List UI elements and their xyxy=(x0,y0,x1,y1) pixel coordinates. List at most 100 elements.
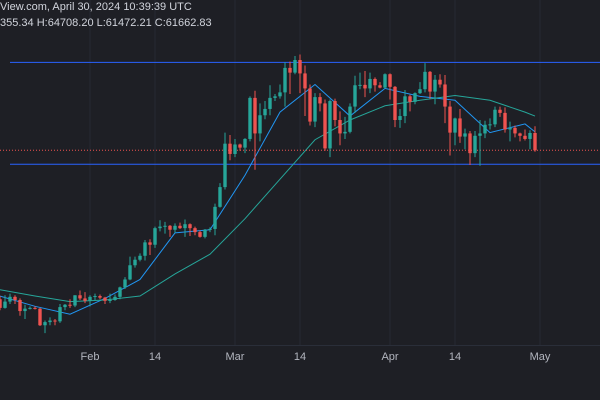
candle-body xyxy=(93,296,97,298)
candle-body xyxy=(438,79,442,85)
candle-body xyxy=(533,132,537,151)
candle-body xyxy=(58,307,62,322)
candle-body xyxy=(183,224,187,229)
candle-body xyxy=(328,101,332,149)
moving-average xyxy=(0,95,536,303)
candle-body xyxy=(143,242,147,256)
candle-body xyxy=(78,295,82,299)
candle-body xyxy=(128,265,132,280)
candle-body xyxy=(188,224,192,229)
candle-body xyxy=(8,296,12,302)
candle-body xyxy=(528,132,532,139)
candle-body xyxy=(373,78,377,86)
candle-body xyxy=(43,322,47,326)
x-tick-label: 14 xyxy=(449,351,461,363)
candle-body xyxy=(0,299,2,308)
candle-body xyxy=(203,229,207,237)
candle-body xyxy=(298,60,302,74)
candle-body xyxy=(303,73,307,89)
candle-body xyxy=(323,103,327,149)
candle-body xyxy=(468,133,472,154)
candle-body xyxy=(403,96,407,117)
candle-body xyxy=(253,97,257,134)
candle-body xyxy=(228,143,232,154)
candle-body xyxy=(68,304,72,306)
candle-body xyxy=(313,97,317,122)
candle-body xyxy=(448,106,452,133)
candle-body xyxy=(123,279,127,288)
candle-body xyxy=(223,143,227,188)
candle-body xyxy=(353,85,357,107)
candle-body xyxy=(343,131,347,134)
candle-body xyxy=(358,84,362,86)
candle-body xyxy=(428,71,432,92)
candle-body xyxy=(48,320,52,323)
candle-body xyxy=(248,97,252,139)
candle-body xyxy=(393,86,397,120)
moving-average xyxy=(0,83,536,315)
candle-body xyxy=(268,97,272,109)
x-tick-label: Apr xyxy=(381,351,398,363)
candle-body xyxy=(493,109,497,125)
candle-body xyxy=(288,67,292,73)
candle-body xyxy=(153,228,157,245)
candle-body xyxy=(263,108,267,116)
candle-body xyxy=(483,124,487,134)
candle-body xyxy=(258,115,262,134)
candle-body xyxy=(293,60,297,73)
candle-body xyxy=(333,101,337,120)
candle-body xyxy=(38,308,42,326)
candle-body xyxy=(23,308,27,312)
candle-body xyxy=(83,298,87,301)
candle-body xyxy=(3,301,7,308)
candle-body xyxy=(398,116,402,120)
candle-body xyxy=(273,96,277,98)
candle-body xyxy=(173,225,177,230)
candle-body xyxy=(338,120,342,134)
candle-body xyxy=(178,225,182,229)
candle-body xyxy=(33,307,37,309)
candle-body xyxy=(318,97,322,104)
candle-body xyxy=(158,226,162,229)
candle-body xyxy=(88,296,92,301)
candle-body xyxy=(383,74,387,88)
candle-body xyxy=(213,206,217,229)
candle-body xyxy=(98,296,102,298)
candle-body xyxy=(423,71,427,90)
candle-body xyxy=(463,133,467,137)
candle-body xyxy=(418,89,422,94)
candle-body xyxy=(218,187,222,207)
candle-body xyxy=(118,287,122,297)
candle-body xyxy=(233,144,237,154)
candle-body xyxy=(408,96,412,102)
candle-body xyxy=(378,85,382,88)
candle-body xyxy=(308,88,312,122)
candle-body xyxy=(518,133,522,136)
candle-body xyxy=(113,296,117,300)
candle-body xyxy=(488,124,492,126)
candle-body xyxy=(193,228,197,233)
candle-body xyxy=(363,84,367,89)
candle-body xyxy=(508,127,512,130)
header-line: 355.34 H:64708.20 L:61472.21 C:61662.83 xyxy=(0,17,212,29)
candle-body xyxy=(458,118,462,137)
candle-body xyxy=(523,135,527,139)
candle-body xyxy=(148,242,152,245)
x-tick-label: 14 xyxy=(294,351,306,363)
x-tick-label: Mar xyxy=(226,351,245,363)
candle-body xyxy=(208,228,212,230)
plot-area xyxy=(0,0,600,345)
candle-body xyxy=(498,109,502,113)
candle-body xyxy=(368,78,372,89)
candle-body xyxy=(108,300,112,301)
x-tick-label: May xyxy=(530,351,551,363)
candle-body xyxy=(243,138,247,148)
candle-body xyxy=(473,135,477,154)
candle-body xyxy=(13,296,17,300)
candle-body xyxy=(503,112,507,130)
header-line: View.com, April 30, 2024 10:39:39 UTC xyxy=(0,1,192,13)
candle-body xyxy=(238,144,242,148)
candle-body xyxy=(168,225,172,230)
candle-body xyxy=(388,74,392,87)
